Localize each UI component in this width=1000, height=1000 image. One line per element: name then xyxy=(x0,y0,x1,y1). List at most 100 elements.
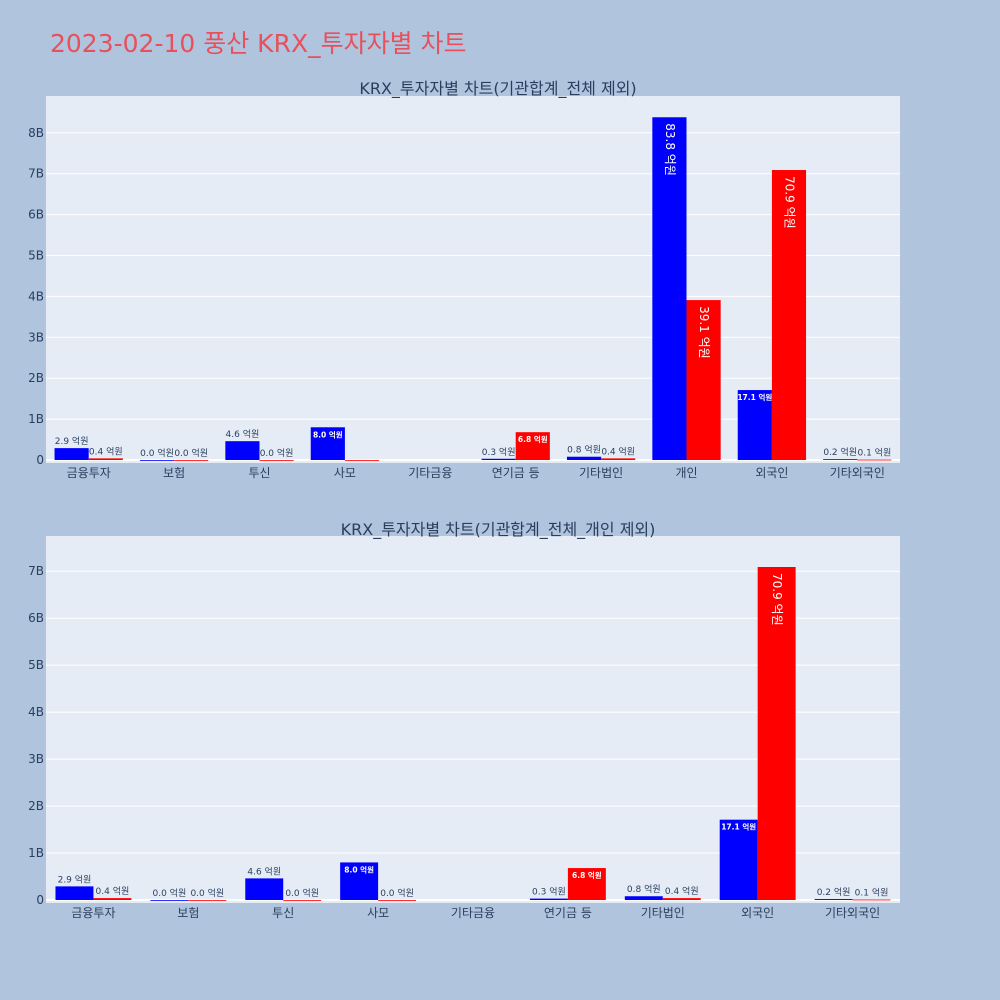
sell-bar xyxy=(174,460,209,461)
x-tick-label: 기타금융 xyxy=(451,906,495,920)
data-label: 0.8 억원 xyxy=(627,883,661,895)
x-tick-label: 사모 xyxy=(334,466,356,480)
data-label: 0.4 억원 xyxy=(89,445,123,457)
buy-bar xyxy=(652,117,687,460)
data-label: 0.3 억원 xyxy=(532,886,566,898)
sell-bar xyxy=(567,868,606,900)
data-label: 2.9 억원 xyxy=(55,435,89,447)
buy-bar xyxy=(814,899,853,900)
data-label: 0.0 억원 xyxy=(152,887,186,899)
data-label: 0.2 억원 xyxy=(823,446,857,458)
data-label: 0.1 억원 xyxy=(858,447,892,459)
buy-bar xyxy=(139,460,175,461)
buy-bar xyxy=(719,819,758,900)
data-label: 39.1 억원 xyxy=(697,306,711,359)
data-label: 0.0 억원 xyxy=(174,447,208,459)
buy-bar xyxy=(566,456,602,460)
y-tick-label: 4B xyxy=(28,289,44,303)
y-tick-label: 6B xyxy=(28,611,44,625)
chart-title: KRX_투자자별 차트(기관합계_전체 제외) xyxy=(359,79,636,99)
data-label: 8.0 억원 xyxy=(344,864,374,874)
sell-bar xyxy=(662,898,701,900)
buy-bar xyxy=(624,896,663,900)
data-label: 6.8 억원 xyxy=(518,434,548,444)
chart-title: KRX_투자자별 차트(기관합계_전체_개인 제외) xyxy=(341,520,656,540)
chart-2: 0 1B 2B 3B 4B 5B 6B 7B KRX_투자자별 차트(기관합계_전체_개인 제외… xyxy=(28,520,900,920)
data-label: 17.1 억원 xyxy=(737,392,772,402)
buy-bar xyxy=(245,878,284,900)
y-tick-label: 2B xyxy=(28,371,44,385)
data-label: 17.1 억원 xyxy=(721,822,756,832)
data-label: 0.0 억원 xyxy=(260,447,294,459)
y-tick-label: 1B xyxy=(28,846,44,860)
sell-bar xyxy=(771,170,807,460)
y-tick-label: 8B xyxy=(28,126,44,140)
data-label: 4.6 억원 xyxy=(226,428,260,440)
sell-bar xyxy=(686,300,721,460)
data-label: 6.8 억원 xyxy=(572,870,602,880)
buy-bar xyxy=(823,459,858,460)
sell-bar xyxy=(344,460,380,461)
data-label: 0.8 억원 xyxy=(567,444,601,456)
data-label: 83.8 억원 xyxy=(663,123,677,176)
sell-bar xyxy=(378,900,417,901)
data-label: 0.4 억원 xyxy=(601,445,635,457)
y-tick-label: 1B xyxy=(28,412,44,426)
y-tick-label: 7B xyxy=(28,564,44,578)
data-label: 0.4 억원 xyxy=(96,885,130,897)
x-tick-label: 투신 xyxy=(248,466,270,480)
buy-bar xyxy=(340,862,379,900)
y-tick-label: 4B xyxy=(28,705,44,719)
y-tick-label: 5B xyxy=(28,658,44,672)
data-label: 8.0 억원 xyxy=(313,429,343,439)
chart-1: 0 1B 2B 3B 4B 5B 6B 7B 8B KRX_투자자별 차트(기관합계_전체 제외)… xyxy=(28,79,900,480)
buy-bar xyxy=(150,900,189,901)
y-tick-label: 2B xyxy=(28,799,44,813)
y-tick-label: 3B xyxy=(28,752,44,766)
data-label: 0.3 억원 xyxy=(482,446,516,458)
data-label: 0.0 억원 xyxy=(285,887,319,899)
y-tick-label: 7B xyxy=(28,167,44,181)
buy-bar xyxy=(225,441,260,460)
sell-bar xyxy=(757,566,796,900)
x-tick-label: 개인 xyxy=(675,466,697,480)
buy-bar xyxy=(310,427,345,460)
data-label: 0.0 억원 xyxy=(140,447,174,459)
sell-bar xyxy=(852,899,891,901)
data-label: 70.9 억원 xyxy=(782,176,796,229)
page-title: 2023-02-10 풍산 KRX_투자자별 차트 xyxy=(50,29,467,58)
buy-bar xyxy=(529,898,568,900)
x-tick-label: 금융투자 xyxy=(67,466,111,480)
data-label: 2.9 억원 xyxy=(58,873,92,885)
data-label: 70.9 억원 xyxy=(770,573,784,626)
sell-bar xyxy=(188,900,227,901)
data-label: 4.6 억원 xyxy=(247,865,281,877)
y-tick-label: 5B xyxy=(28,249,44,263)
x-tick-label: 연기금 등 xyxy=(544,906,592,920)
x-tick-label: 외국인 xyxy=(755,466,788,480)
data-label: 0.4 억원 xyxy=(665,885,699,897)
sell-bar xyxy=(88,458,123,460)
y-tick-label: 0 xyxy=(36,893,44,907)
x-tick-label: 기타외국인 xyxy=(825,906,880,920)
y-tick-label: 0 xyxy=(36,453,44,467)
x-tick-label: 연기금 등 xyxy=(492,466,540,480)
x-tick-label: 기타외국인 xyxy=(830,466,885,480)
y-tick-label: 3B xyxy=(28,330,44,344)
x-tick-label: 기타금융 xyxy=(408,466,452,480)
sell-bar xyxy=(857,459,892,461)
data-label: 0.0 억원 xyxy=(380,887,414,899)
y-tick-label: 6B xyxy=(28,208,44,222)
data-label: 0.0 억원 xyxy=(190,887,224,899)
sell-bar xyxy=(93,898,132,900)
sell-bar xyxy=(515,432,550,460)
buy-bar xyxy=(55,886,94,900)
x-tick-label: 보험 xyxy=(177,906,199,920)
x-tick-label: 사모 xyxy=(367,906,389,920)
x-tick-label: 투신 xyxy=(272,906,294,920)
buy-bar xyxy=(737,390,772,460)
data-label: 0.1 억원 xyxy=(855,887,889,899)
x-tick-label: 기타법인 xyxy=(579,466,623,480)
x-tick-label: 기타법인 xyxy=(641,906,685,920)
